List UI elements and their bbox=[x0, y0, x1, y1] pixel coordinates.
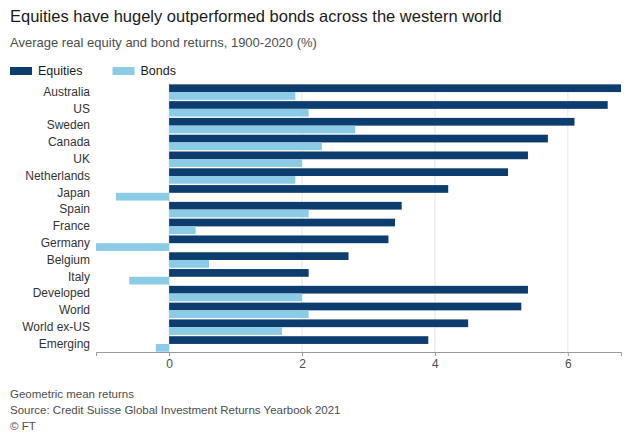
category-label: UK bbox=[73, 152, 90, 166]
category-label: France bbox=[53, 219, 91, 233]
bar bbox=[169, 84, 621, 92]
bar bbox=[169, 226, 196, 234]
category-label: Germany bbox=[41, 236, 90, 250]
bar bbox=[169, 286, 528, 294]
bar bbox=[169, 252, 348, 260]
x-axis-line bbox=[97, 353, 622, 357]
bar bbox=[169, 101, 608, 109]
bar bbox=[96, 243, 169, 251]
bar bbox=[169, 303, 521, 311]
category-label: World bbox=[59, 303, 90, 317]
bar bbox=[169, 92, 295, 100]
category-label: Sweden bbox=[47, 118, 90, 132]
category-label: Spain bbox=[59, 202, 90, 216]
category-label: Canada bbox=[48, 135, 90, 149]
y-tick: Canada bbox=[48, 135, 90, 149]
y-tick: Italy bbox=[68, 270, 90, 284]
category-label: Australia bbox=[43, 85, 90, 99]
bar bbox=[169, 109, 309, 117]
bar bbox=[169, 118, 574, 126]
legend-swatch bbox=[112, 67, 134, 75]
x-tick-label: 4 bbox=[432, 357, 439, 371]
x-tick-label: 6 bbox=[565, 357, 572, 371]
bar bbox=[169, 185, 448, 193]
legend-item: Bonds bbox=[112, 64, 175, 78]
x-tick: 0 bbox=[166, 352, 173, 371]
category-label: US bbox=[73, 102, 90, 116]
x-tick: 2 bbox=[299, 352, 306, 371]
y-tick: Spain bbox=[59, 202, 90, 216]
y-tick: Emerging bbox=[39, 337, 90, 351]
bar bbox=[169, 135, 548, 143]
y-tick: Sweden bbox=[47, 118, 90, 132]
subtitle: Average real equity and bond returns, 19… bbox=[10, 35, 317, 50]
bar bbox=[129, 277, 169, 285]
category-label: Belgium bbox=[47, 253, 90, 267]
bar bbox=[169, 235, 388, 243]
bar bbox=[169, 168, 508, 176]
bar bbox=[169, 294, 302, 302]
bar bbox=[169, 126, 355, 134]
y-tick: World bbox=[59, 303, 90, 317]
bar bbox=[116, 193, 169, 201]
bar bbox=[169, 176, 295, 184]
x-tick-label: 2 bbox=[299, 357, 306, 371]
bar bbox=[169, 152, 528, 160]
bar bbox=[169, 310, 309, 318]
bar bbox=[169, 219, 395, 227]
category-label: Emerging bbox=[39, 337, 90, 351]
annotation: © FT bbox=[10, 420, 36, 432]
bar bbox=[169, 202, 402, 210]
bar bbox=[169, 142, 322, 150]
category-label: Japan bbox=[57, 186, 90, 200]
bar bbox=[156, 344, 169, 352]
y-tick: World ex-US bbox=[22, 320, 90, 334]
x-tick-mark bbox=[169, 352, 170, 356]
category-label: Netherlands bbox=[25, 169, 90, 183]
y-tick: Netherlands bbox=[25, 169, 90, 183]
chart: Equities have hugely outperformed bonds … bbox=[0, 0, 640, 440]
annotation: Source: Credit Suisse Global Investment … bbox=[10, 404, 341, 416]
y-tick: Belgium bbox=[47, 253, 90, 267]
category-label: Developed bbox=[33, 286, 90, 300]
category-label: World ex-US bbox=[22, 320, 90, 334]
x-tick-label: 0 bbox=[166, 357, 173, 371]
y-tick: France bbox=[53, 219, 91, 233]
legend-item: Equities bbox=[10, 64, 82, 78]
y-tick: Japan bbox=[57, 186, 90, 200]
bars bbox=[96, 84, 621, 351]
bar bbox=[169, 269, 309, 277]
x-tick: 4 bbox=[432, 352, 439, 371]
bar bbox=[169, 260, 209, 268]
y-tick: Developed bbox=[33, 286, 90, 300]
y-tick: Germany bbox=[41, 236, 90, 250]
y-tick: US bbox=[73, 102, 90, 116]
bar bbox=[169, 210, 309, 218]
x-tick-mark bbox=[302, 352, 303, 356]
bar bbox=[169, 336, 428, 344]
legend-label: Equities bbox=[38, 64, 82, 78]
legend-swatch bbox=[10, 67, 32, 75]
x-tick: 6 bbox=[565, 352, 572, 371]
legend-label: Bonds bbox=[140, 64, 175, 78]
x-axis: 0 2 4 6 bbox=[97, 352, 622, 371]
category-label: Italy bbox=[68, 270, 90, 284]
bar bbox=[169, 319, 468, 327]
title: Equities have hugely outperformed bonds … bbox=[10, 7, 502, 25]
annotation: Geometric mean returns bbox=[10, 388, 134, 400]
bar bbox=[169, 327, 282, 335]
y-tick: Australia bbox=[43, 85, 90, 99]
x-tick-mark bbox=[435, 352, 436, 356]
y-tick: UK bbox=[73, 152, 90, 166]
y-axis: Australia US Sweden Canada UK Netherlands Japa… bbox=[22, 85, 90, 351]
bar bbox=[169, 159, 302, 167]
x-tick-mark bbox=[568, 352, 569, 356]
